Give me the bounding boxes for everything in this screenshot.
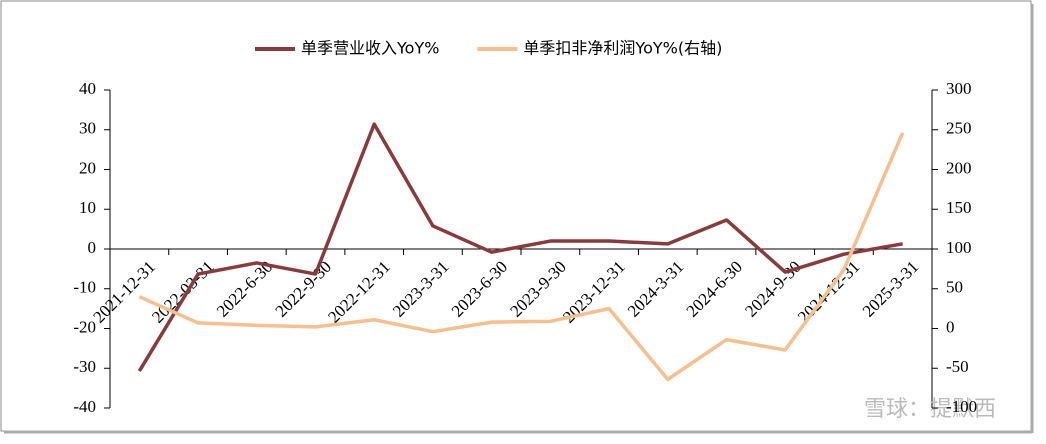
watermark: 雪球：提默西 xyxy=(864,397,996,422)
y-tick-label: -30 xyxy=(73,357,96,376)
frame xyxy=(0,0,1032,432)
y2-tick-label: 200 xyxy=(946,158,972,177)
y-tick-label: -40 xyxy=(73,397,96,416)
y2-tick-label: -50 xyxy=(946,357,969,376)
legend-label: 单季营业收入YoY% xyxy=(301,39,439,58)
y2-tick-label: 50 xyxy=(946,278,963,297)
y2-tick-label: -100 xyxy=(946,397,977,416)
line-series xyxy=(137,122,903,372)
y-tick-label: 10 xyxy=(79,198,96,217)
legend-label: 单季扣非净利润YoY%(右轴) xyxy=(523,39,722,58)
y2-tick-label: 300 xyxy=(946,79,972,98)
y-tick-label: 30 xyxy=(79,119,96,138)
y-tick-label: -20 xyxy=(73,317,96,336)
y2-tick-label: 250 xyxy=(946,119,972,138)
y2-tick-label: 150 xyxy=(946,198,972,217)
y2-tick-label: 100 xyxy=(946,238,972,257)
y-tick-label: -10 xyxy=(73,278,96,297)
y2-tick-label: 0 xyxy=(946,317,955,336)
line-series xyxy=(138,132,905,382)
y-tick-label: 20 xyxy=(79,158,96,177)
y-tick-label: 0 xyxy=(88,238,97,257)
y-tick-label: 40 xyxy=(79,79,96,98)
